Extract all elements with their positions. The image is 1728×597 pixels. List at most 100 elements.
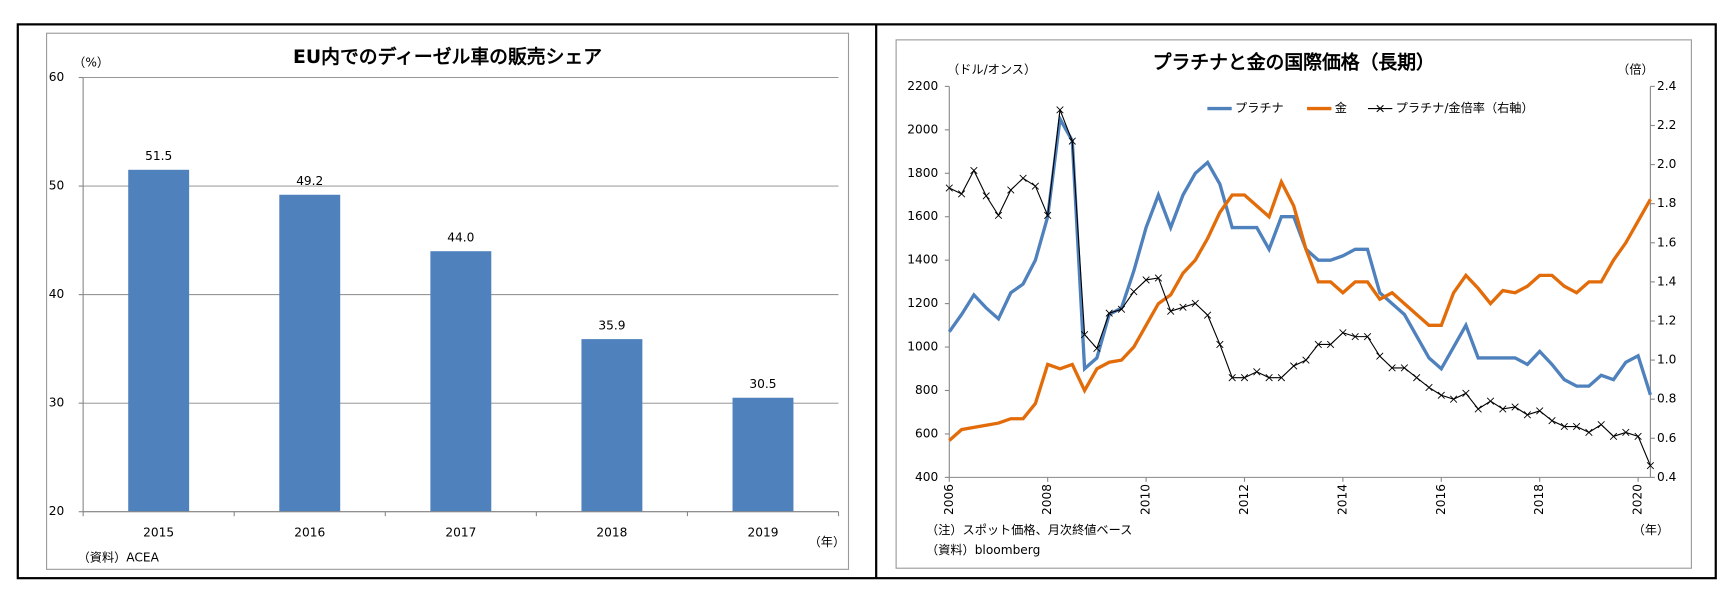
x-tick-label: 2014 — [1335, 484, 1349, 515]
marker — [1634, 432, 1642, 440]
marker — [1019, 174, 1027, 182]
y-tick-label: 1800 — [907, 166, 938, 180]
legend-marker — [1376, 104, 1384, 113]
note: （注）スポット価格、月次終値ベース — [926, 522, 1132, 537]
bar — [581, 339, 643, 512]
bar — [732, 397, 794, 512]
x-tick-label: 2020 — [1631, 484, 1645, 515]
marker — [1400, 364, 1409, 372]
y-unit: （%） — [73, 56, 109, 70]
marker — [1080, 331, 1089, 339]
bar — [430, 251, 492, 512]
marker — [1302, 356, 1310, 364]
x-tick-label: 2008 — [1040, 484, 1054, 515]
marker — [1216, 340, 1224, 349]
marker — [1339, 329, 1347, 337]
marker — [1326, 340, 1335, 349]
marker — [1056, 106, 1064, 114]
x-tick-label: 2016 — [294, 525, 325, 539]
marker — [1142, 276, 1150, 284]
marker — [1068, 137, 1076, 145]
x-tick-label: 2017 — [445, 525, 476, 539]
marker — [945, 184, 953, 192]
marker — [1646, 462, 1655, 470]
marker — [957, 190, 966, 198]
marker — [1031, 182, 1040, 190]
marker — [1585, 428, 1593, 437]
marker — [1351, 332, 1359, 341]
y-tick-label: 30 — [49, 396, 64, 410]
y2-tick-label: 1.0 — [1657, 353, 1676, 367]
marker — [1093, 344, 1101, 352]
y2-tick-label: 1.6 — [1657, 235, 1676, 249]
y2-tick-label: 0.6 — [1657, 431, 1676, 445]
x-tick-label: 2015 — [143, 525, 174, 539]
chart-title: EU内でのディーゼル車の販売シェア — [293, 45, 602, 68]
marker — [1154, 274, 1163, 282]
marker — [1277, 374, 1286, 382]
chart-box — [46, 32, 850, 570]
marker — [1105, 309, 1113, 317]
marker — [1548, 417, 1556, 425]
data-label: 30.5 — [749, 377, 776, 391]
y2-tick-label: 1.4 — [1657, 274, 1677, 288]
x-tick-label: 2010 — [1139, 484, 1153, 515]
marker — [1130, 288, 1138, 296]
marker — [1179, 303, 1187, 311]
marker — [1449, 395, 1458, 403]
data-label: 49.2 — [296, 174, 323, 188]
y-tick-label: 1000 — [907, 340, 938, 354]
legend-label: プラチナ/金倍率（右軸） — [1396, 100, 1534, 115]
series-line — [949, 109, 1651, 466]
y2-tick-label: 2.2 — [1657, 118, 1676, 132]
marker — [1572, 422, 1581, 431]
marker — [1413, 374, 1421, 382]
x-tick-label: 2016 — [1434, 484, 1448, 515]
source: （資料）bloomberg — [926, 543, 1040, 557]
y2-tick-label: 0.8 — [1657, 392, 1676, 406]
y2-tick-label: 1.2 — [1657, 313, 1676, 327]
marker — [1203, 311, 1212, 319]
y-tick-label: 60 — [49, 70, 64, 84]
source: （資料）ACEA — [78, 551, 160, 565]
bar — [279, 194, 341, 512]
marker — [1462, 389, 1470, 397]
marker — [1425, 383, 1433, 392]
marker — [1363, 332, 1372, 341]
y-tick-label: 40 — [49, 287, 64, 301]
marker — [1597, 420, 1605, 429]
marker — [1376, 352, 1384, 360]
y-tick-label: 1400 — [907, 253, 938, 267]
marker — [1007, 186, 1015, 194]
marker — [1437, 391, 1445, 399]
y2-tick-label: 0.4 — [1657, 470, 1677, 484]
legend-label: プラチナ — [1235, 101, 1284, 115]
marker — [1044, 211, 1052, 220]
frame — [16, 23, 1717, 580]
y2-tick-label: 1.8 — [1657, 196, 1676, 210]
marker — [1240, 374, 1249, 382]
marker — [1609, 432, 1618, 440]
y-unit: （ドル/オンス） — [947, 62, 1036, 76]
marker — [1265, 374, 1273, 382]
data-label: 35.9 — [598, 318, 625, 332]
data-label: 51.5 — [145, 149, 172, 163]
y2-tick-label: 2.4 — [1657, 79, 1677, 93]
y-tick-label: 400 — [915, 470, 938, 484]
y-tick-label: 2000 — [907, 122, 938, 136]
marker — [982, 192, 990, 200]
y-tick-label: 1600 — [907, 209, 938, 223]
x-tick-label: 2018 — [1532, 484, 1546, 515]
marker — [1117, 305, 1126, 313]
chart-box — [895, 39, 1692, 569]
y-tick-label: 600 — [915, 426, 938, 440]
x-tick-label: 2019 — [747, 525, 778, 539]
x-tick-label: 2006 — [942, 484, 956, 515]
marker — [1290, 362, 1298, 370]
marker — [1167, 307, 1175, 315]
legend-label: 金 — [1335, 100, 1347, 115]
marker — [1560, 422, 1568, 431]
marker — [1523, 411, 1532, 419]
x-tick-label: 2012 — [1237, 484, 1251, 515]
